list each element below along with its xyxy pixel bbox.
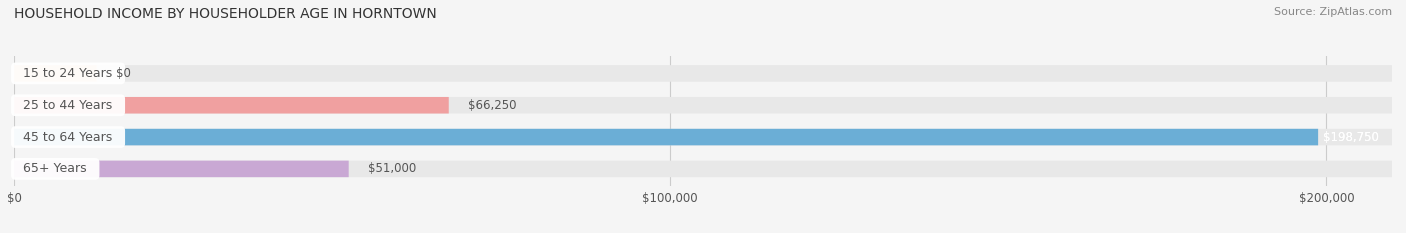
FancyBboxPatch shape (14, 97, 449, 113)
Text: 45 to 64 Years: 45 to 64 Years (15, 130, 121, 144)
FancyBboxPatch shape (14, 97, 1392, 113)
Text: $198,750: $198,750 (1323, 130, 1379, 144)
Text: 25 to 44 Years: 25 to 44 Years (15, 99, 121, 112)
Text: $51,000: $51,000 (368, 162, 416, 175)
FancyBboxPatch shape (14, 129, 1319, 145)
FancyBboxPatch shape (14, 65, 97, 82)
FancyBboxPatch shape (14, 161, 1392, 177)
Text: 15 to 24 Years: 15 to 24 Years (15, 67, 121, 80)
Text: $198,750: $198,750 (1323, 130, 1379, 144)
FancyBboxPatch shape (14, 161, 349, 177)
Text: 65+ Years: 65+ Years (15, 162, 96, 175)
Text: HOUSEHOLD INCOME BY HOUSEHOLDER AGE IN HORNTOWN: HOUSEHOLD INCOME BY HOUSEHOLDER AGE IN H… (14, 7, 437, 21)
Text: $66,250: $66,250 (468, 99, 517, 112)
FancyBboxPatch shape (14, 129, 1392, 145)
Text: $0: $0 (117, 67, 131, 80)
FancyBboxPatch shape (14, 65, 1392, 82)
Text: Source: ZipAtlas.com: Source: ZipAtlas.com (1274, 7, 1392, 17)
